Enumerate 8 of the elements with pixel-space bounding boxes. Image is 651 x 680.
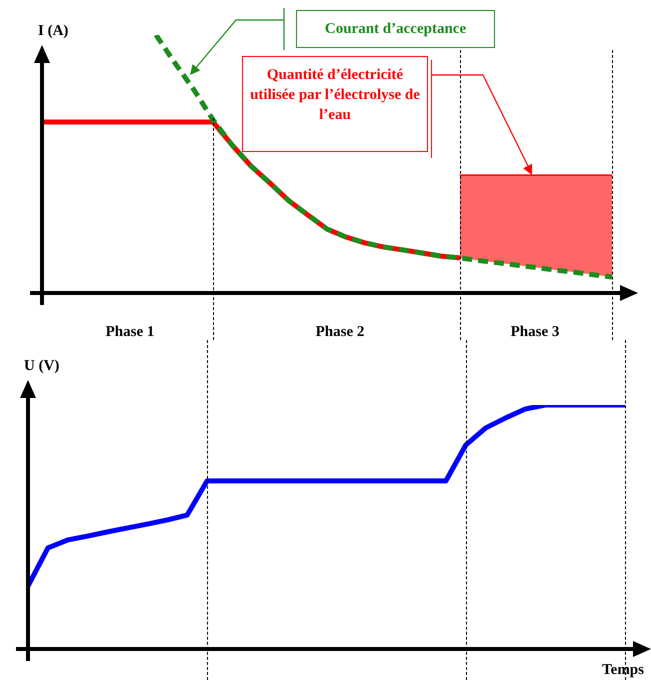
annotation: Courant d’acceptance	[296, 10, 495, 48]
x-axis-title: Temps	[602, 662, 644, 678]
text: Phase 2	[314, 323, 366, 342]
y-axis-title: I (A)	[38, 22, 68, 39]
y-axis-title: U (V)	[24, 358, 60, 374]
annotation: Quantité d’électricité utilisée par l’électrolyse de l’eau	[242, 56, 428, 152]
text: Phase 1	[104, 323, 156, 342]
text: Phase 3	[510, 323, 560, 342]
